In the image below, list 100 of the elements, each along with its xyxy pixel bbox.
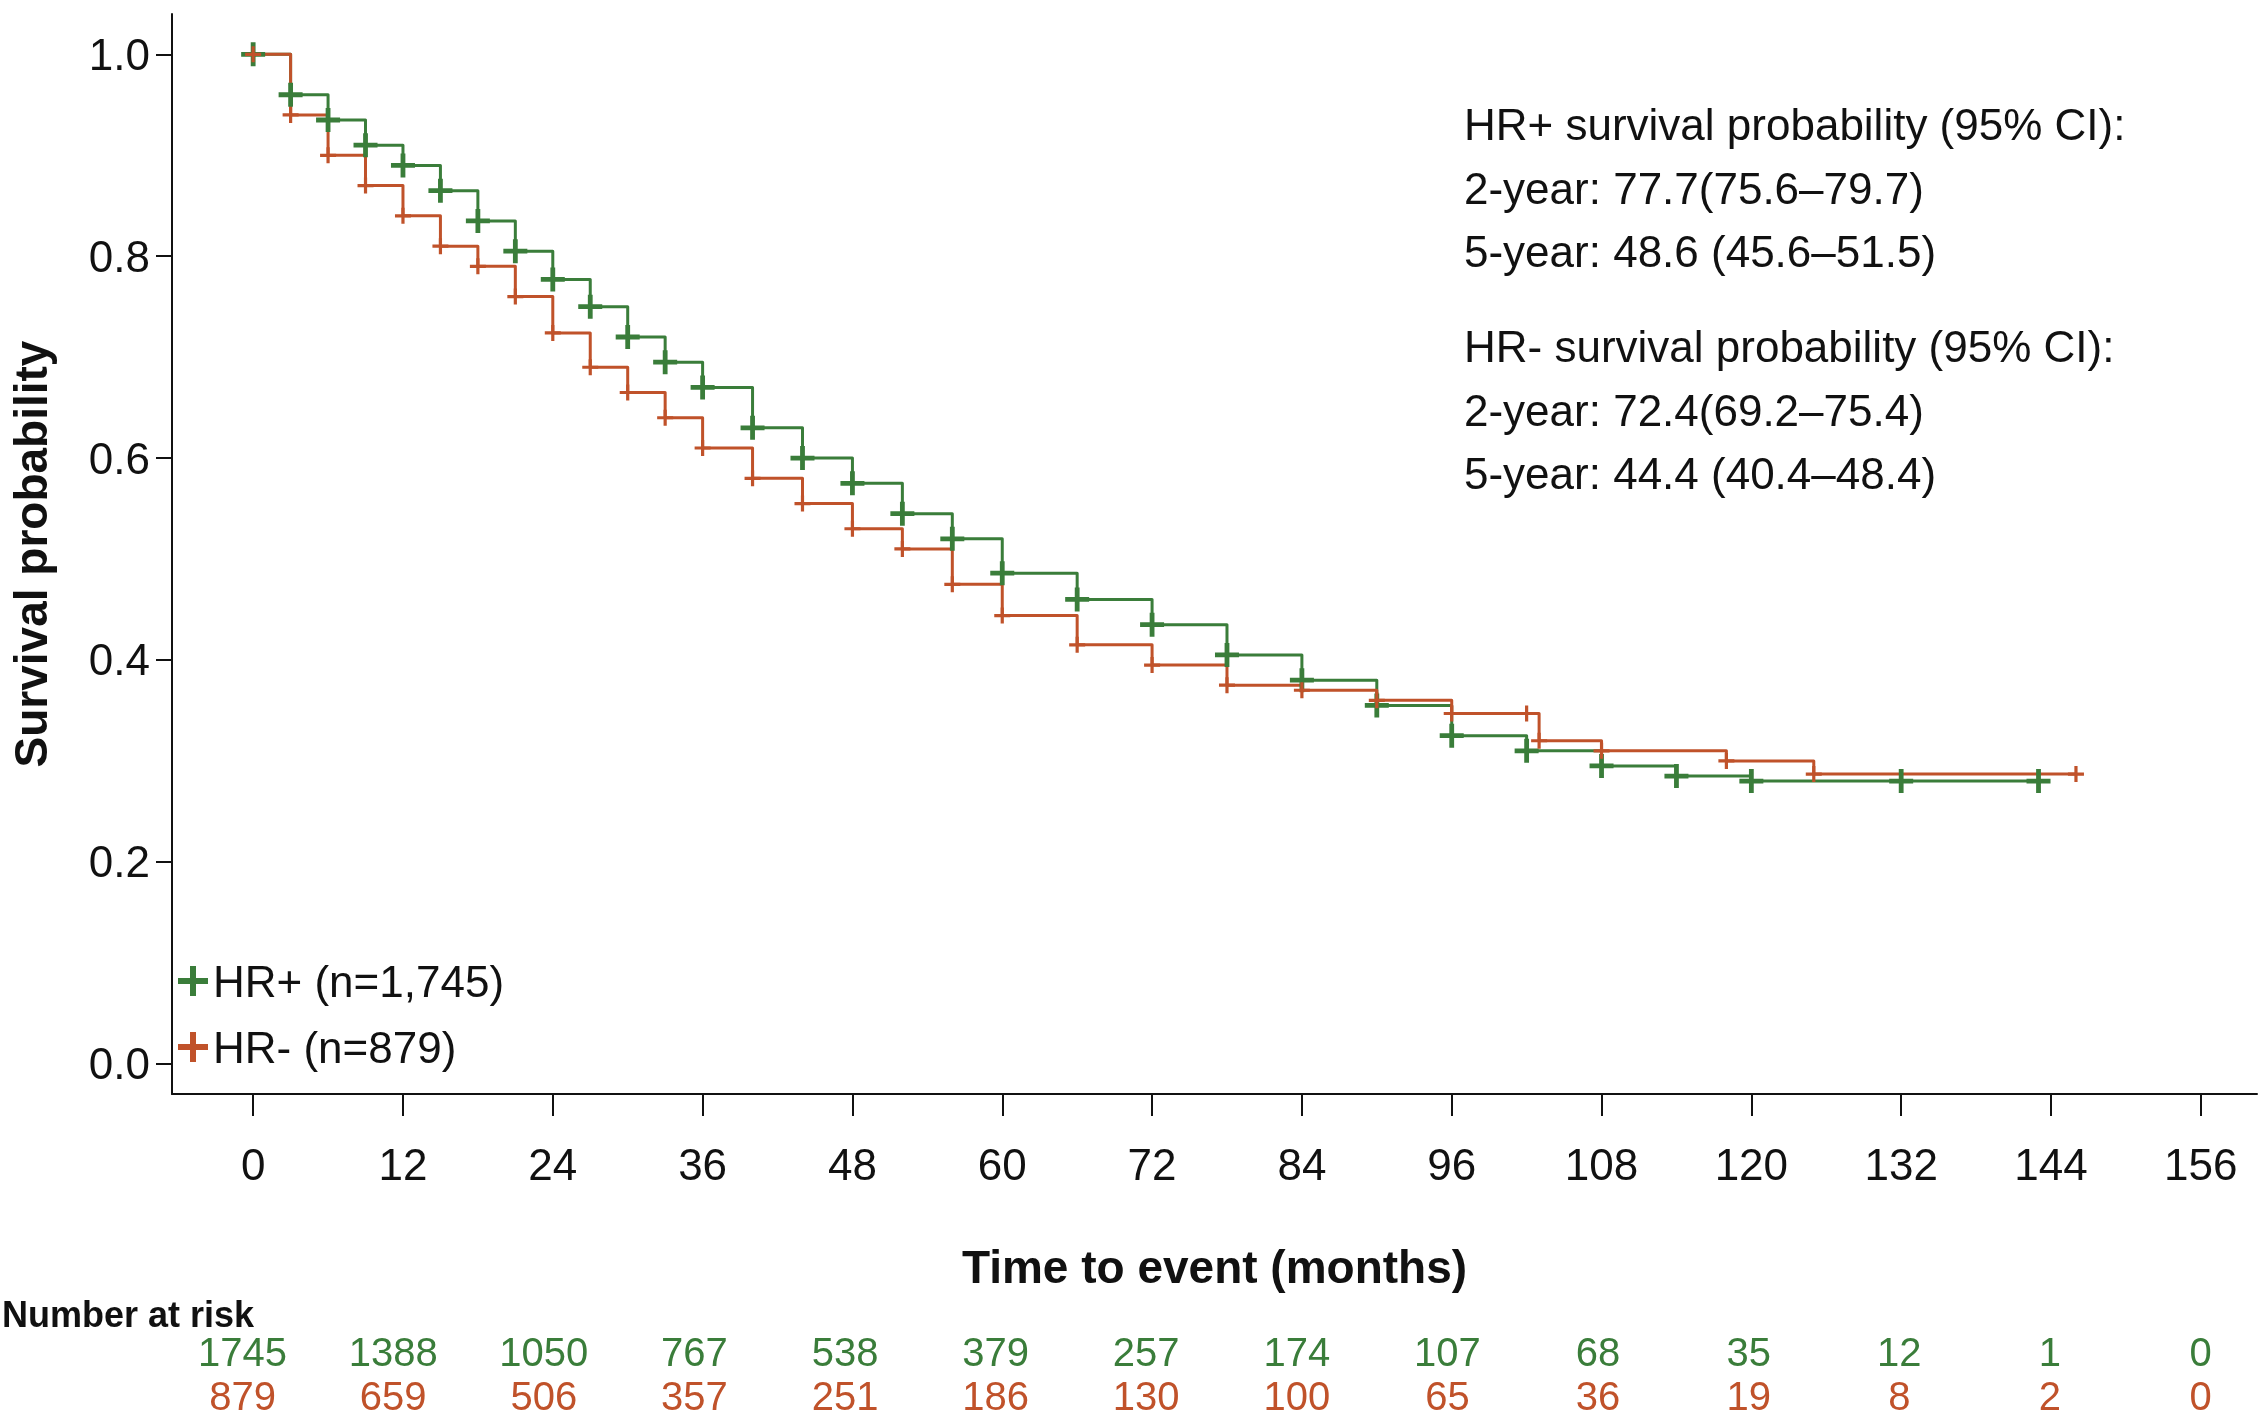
point xyxy=(1889,769,1914,794)
point xyxy=(2067,766,2084,783)
point xyxy=(657,409,674,426)
text: 186 xyxy=(962,1374,1030,1418)
x-tick-label: 96 xyxy=(1427,1139,1477,1189)
text: 357 xyxy=(661,1374,728,1418)
x-tick-label: 132 xyxy=(1864,1139,1938,1189)
point xyxy=(2026,769,2051,794)
x-tick-label: 156 xyxy=(2164,1139,2238,1189)
annotation: HR+ survival probability (95% CI): xyxy=(1464,99,2126,149)
point xyxy=(653,350,678,375)
text: 0 xyxy=(2189,1330,2212,1374)
point xyxy=(1514,738,1539,763)
point xyxy=(320,147,337,164)
text: 12 xyxy=(1877,1330,1922,1374)
point xyxy=(840,471,865,496)
annotation: 2-year: 77.7(75.6–79.7) xyxy=(1464,163,1924,213)
x-tick-label: 24 xyxy=(528,1139,578,1189)
point xyxy=(615,324,640,349)
text: 879 xyxy=(209,1374,276,1418)
text: 1388 xyxy=(348,1330,438,1374)
text: 0 xyxy=(2189,1374,2212,1418)
point xyxy=(1069,636,1086,653)
point xyxy=(1293,682,1310,699)
x-tick-label: 108 xyxy=(1564,1139,1639,1189)
point xyxy=(1531,732,1548,749)
text: 35 xyxy=(1726,1330,1771,1374)
y-axis-title: Survival probability xyxy=(5,340,57,768)
annotation: 2-year: 72.4(69.2–75.4) xyxy=(1464,385,1924,435)
point xyxy=(740,415,765,440)
point xyxy=(1065,587,1090,612)
text: 659 xyxy=(359,1374,427,1418)
text: 130 xyxy=(1112,1374,1180,1418)
point xyxy=(1218,677,1235,694)
x-tick-label: 144 xyxy=(2014,1139,2088,1189)
point xyxy=(690,375,715,400)
legend-label: HR- (n=879) xyxy=(213,1022,457,1072)
text: 379 xyxy=(962,1330,1030,1374)
legend-label: HR+ (n=1,745) xyxy=(213,956,505,1006)
point xyxy=(432,238,449,255)
text: 100 xyxy=(1263,1374,1331,1418)
text: 767 xyxy=(661,1330,728,1374)
x-axis-title: Time to event (months) xyxy=(961,1241,1468,1293)
point xyxy=(894,540,911,557)
text: 538 xyxy=(811,1330,879,1374)
point xyxy=(1439,723,1464,748)
point xyxy=(394,207,411,224)
text: 174 xyxy=(1263,1330,1331,1374)
text: 506 xyxy=(510,1374,578,1418)
x-tick-label: 0 xyxy=(240,1139,266,1189)
point xyxy=(794,495,811,512)
point xyxy=(428,178,453,203)
point xyxy=(353,133,378,158)
point xyxy=(469,258,486,275)
text: 2 xyxy=(2038,1374,2062,1418)
text: 68 xyxy=(1575,1330,1621,1374)
point xyxy=(940,526,965,551)
point xyxy=(582,359,599,376)
text: 8 xyxy=(1888,1374,1911,1418)
point xyxy=(944,576,961,593)
annotation: 5-year: 48.6 (45.6–51.5) xyxy=(1464,226,1937,276)
point xyxy=(994,607,1011,624)
point xyxy=(465,208,490,233)
point xyxy=(578,294,603,319)
y-tick-label: 0.6 xyxy=(88,433,150,483)
y-tick-label: 0.0 xyxy=(88,1039,150,1089)
x-tick-label: 12 xyxy=(378,1139,428,1189)
point xyxy=(1739,769,1764,794)
point xyxy=(507,288,524,305)
x-tick-label: 84 xyxy=(1277,1139,1327,1189)
point xyxy=(890,501,915,526)
x-tick-label: 48 xyxy=(827,1139,877,1189)
point xyxy=(1718,752,1735,769)
text: 36 xyxy=(1575,1374,1621,1418)
point xyxy=(278,82,303,107)
point xyxy=(1140,612,1165,637)
text: 107 xyxy=(1414,1330,1481,1374)
annotation: HR- survival probability (95% CI): xyxy=(1464,321,2115,371)
point xyxy=(540,267,565,292)
point xyxy=(694,440,711,457)
point xyxy=(844,520,861,537)
x-tick-label: 72 xyxy=(1127,1139,1177,1189)
y-tick-label: 0.2 xyxy=(88,837,150,887)
text: 257 xyxy=(1112,1330,1180,1374)
point xyxy=(1664,764,1689,789)
text: 251 xyxy=(811,1374,879,1418)
x-tick-label: 120 xyxy=(1714,1139,1789,1189)
point xyxy=(790,446,815,471)
annotation: 5-year: 44.4 (40.4–48.4) xyxy=(1464,448,1937,498)
point xyxy=(990,561,1015,586)
x-tick-label: 36 xyxy=(678,1139,728,1189)
point xyxy=(1805,766,1822,783)
text: 19 xyxy=(1726,1374,1771,1418)
x-tick-label: 60 xyxy=(977,1139,1027,1189)
point xyxy=(744,470,761,487)
text: 65 xyxy=(1425,1374,1470,1418)
text: 1050 xyxy=(499,1330,589,1374)
point xyxy=(544,324,561,341)
y-tick-label: 0.4 xyxy=(88,635,150,685)
point xyxy=(357,177,374,194)
